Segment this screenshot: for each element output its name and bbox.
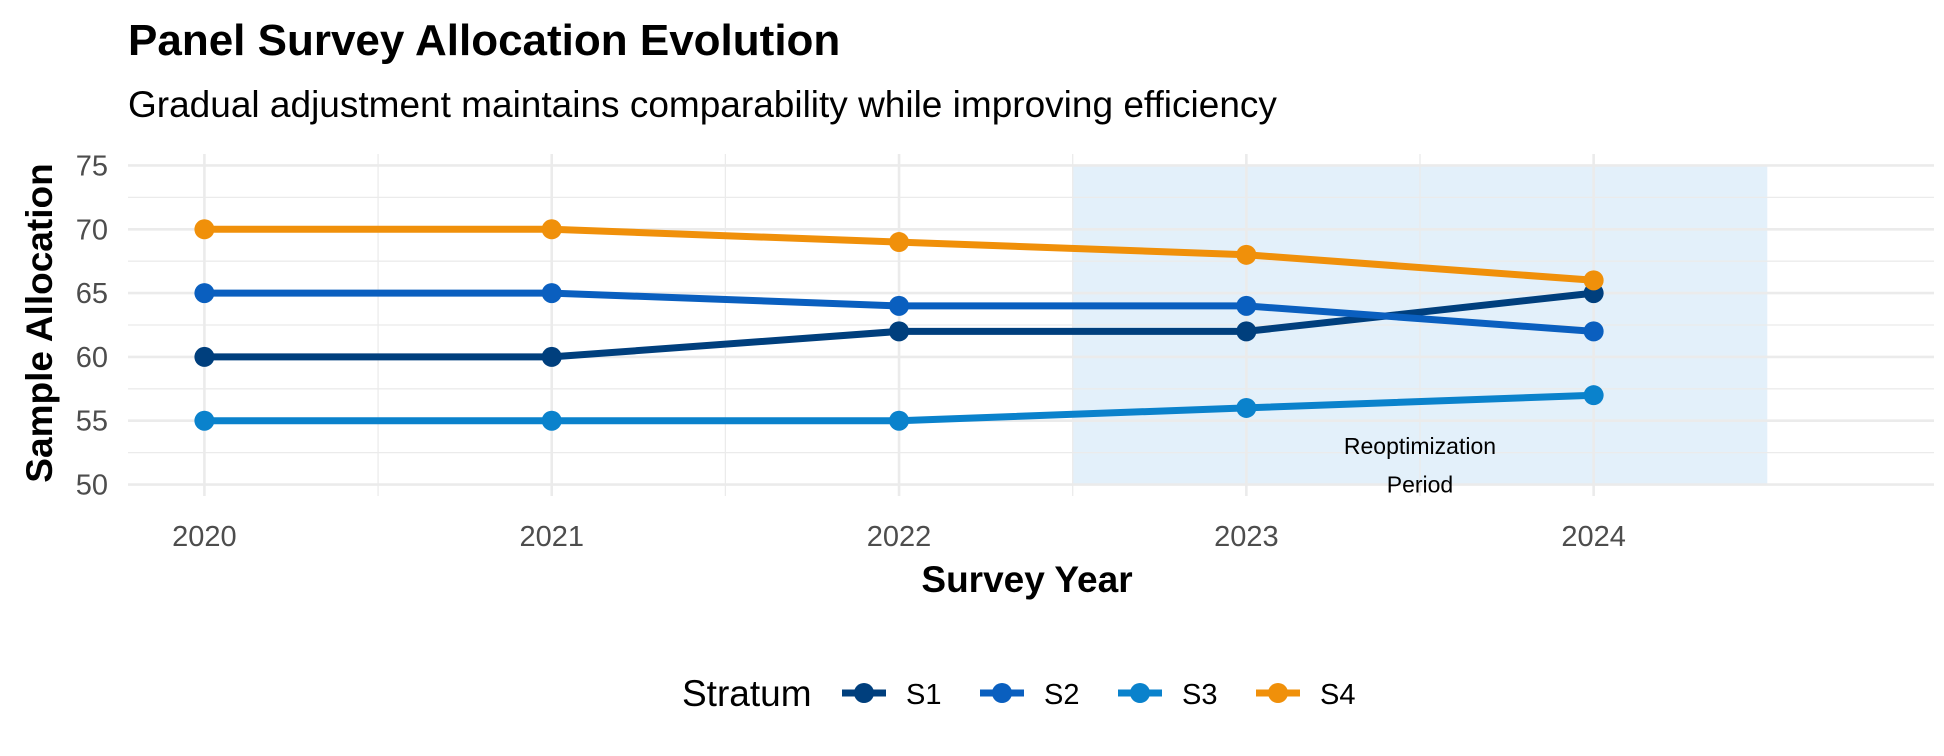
data-point-s2-2022 bbox=[889, 295, 910, 316]
data-point-s3-2023 bbox=[1236, 397, 1257, 418]
x-axis: 2020 2021 2022 2023 2024 bbox=[172, 521, 1626, 553]
y-tick-label-60: 60 bbox=[76, 342, 108, 374]
data-point-s4-2021 bbox=[541, 219, 562, 240]
legend-key-point-s3 bbox=[1130, 683, 1150, 703]
legend: Stratum S1 S2 S3 S4 bbox=[682, 673, 1355, 714]
x-tick-label-2024: 2024 bbox=[1561, 521, 1626, 553]
x-tick-label-2022: 2022 bbox=[867, 521, 932, 553]
data-point-s3-2022 bbox=[889, 410, 910, 431]
x-tick-label-2020: 2020 bbox=[172, 521, 237, 553]
x-tick-label-2021: 2021 bbox=[519, 521, 584, 553]
data-point-s1-2020 bbox=[194, 346, 215, 367]
y-tick-label-55: 55 bbox=[76, 406, 108, 438]
x-axis-title: Survey Year bbox=[921, 559, 1132, 600]
data-point-s1-2021 bbox=[541, 346, 562, 367]
data-point-s2-2020 bbox=[194, 283, 215, 304]
legend-title: Stratum bbox=[682, 673, 812, 714]
data-point-s1-2022 bbox=[889, 321, 910, 342]
legend-items: S1 S2 S3 S4 bbox=[842, 679, 1355, 711]
annotation-line-1: Reoptimization bbox=[1344, 433, 1496, 459]
chart-subtitle: Gradual adjustment maintains comparabili… bbox=[128, 84, 1277, 125]
plot-panel: Reoptimization Period bbox=[128, 154, 1934, 498]
data-point-s2-2021 bbox=[541, 283, 562, 304]
annotation-line-2: Period bbox=[1387, 472, 1453, 498]
data-point-s2-2024 bbox=[1583, 321, 1604, 342]
y-tick-label-70: 70 bbox=[76, 214, 108, 246]
data-point-s4-2020 bbox=[194, 219, 215, 240]
y-axis-title: Sample Allocation bbox=[19, 163, 60, 482]
data-point-s3-2021 bbox=[541, 410, 562, 431]
data-point-s1-2023 bbox=[1236, 321, 1257, 342]
data-point-s4-2022 bbox=[889, 232, 910, 253]
data-point-s2-2023 bbox=[1236, 295, 1257, 316]
series-layer bbox=[194, 219, 1604, 431]
legend-label-s3: S3 bbox=[1182, 679, 1217, 711]
data-point-s4-2024 bbox=[1583, 270, 1604, 291]
legend-label-s2: S2 bbox=[1044, 679, 1079, 711]
x-tick-label-2023: 2023 bbox=[1214, 521, 1279, 553]
annotation-layer: Reoptimization Period bbox=[1344, 433, 1496, 497]
data-point-s3-2020 bbox=[194, 410, 215, 431]
data-point-s3-2024 bbox=[1583, 385, 1604, 406]
legend-label-s1: S1 bbox=[906, 679, 941, 711]
y-axis: 50 55 60 65 70 75 bbox=[76, 150, 108, 501]
chart-title: Panel Survey Allocation Evolution bbox=[128, 16, 840, 65]
y-tick-label-65: 65 bbox=[76, 278, 108, 310]
legend-label-s4: S4 bbox=[1320, 679, 1355, 711]
legend-key-point-s2 bbox=[992, 683, 1012, 703]
legend-key-point-s4 bbox=[1268, 683, 1288, 703]
y-tick-label-75: 75 bbox=[76, 150, 108, 182]
data-point-s4-2023 bbox=[1236, 244, 1257, 265]
legend-key-point-s1 bbox=[854, 683, 874, 703]
y-tick-label-50: 50 bbox=[76, 470, 108, 502]
